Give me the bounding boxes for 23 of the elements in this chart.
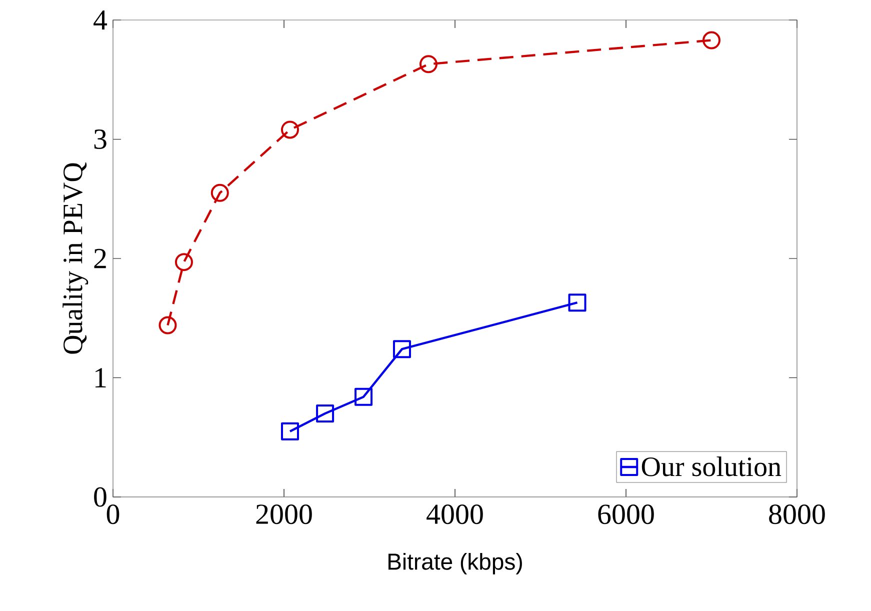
point [280,120,299,139]
point [392,340,411,358]
point [158,316,177,334]
point [702,31,720,50]
y-tick-label: 1 [96,368,106,388]
legend-label: Our solution [642,456,782,476]
point [210,184,229,202]
y-tick-label: 2 [94,248,106,268]
point [354,388,373,406]
y-axis-title: Quality in PEVQ [62,162,88,354]
y-tick-label: 4 [94,10,108,30]
point [174,253,193,272]
x-tick-label: 4000 [426,504,483,524]
y-tick-label: 0 [94,487,106,507]
point [568,294,586,312]
x-tick-label: 6000 [598,504,654,524]
point [419,55,438,74]
y-tick-label: 3 [94,130,106,149]
point [280,422,299,440]
x-tick-label: 2000 [256,504,312,524]
x-axis-title: Bitrate (kbps) [388,552,522,574]
x-tick-label: 8000 [769,504,825,524]
point [316,404,334,423]
